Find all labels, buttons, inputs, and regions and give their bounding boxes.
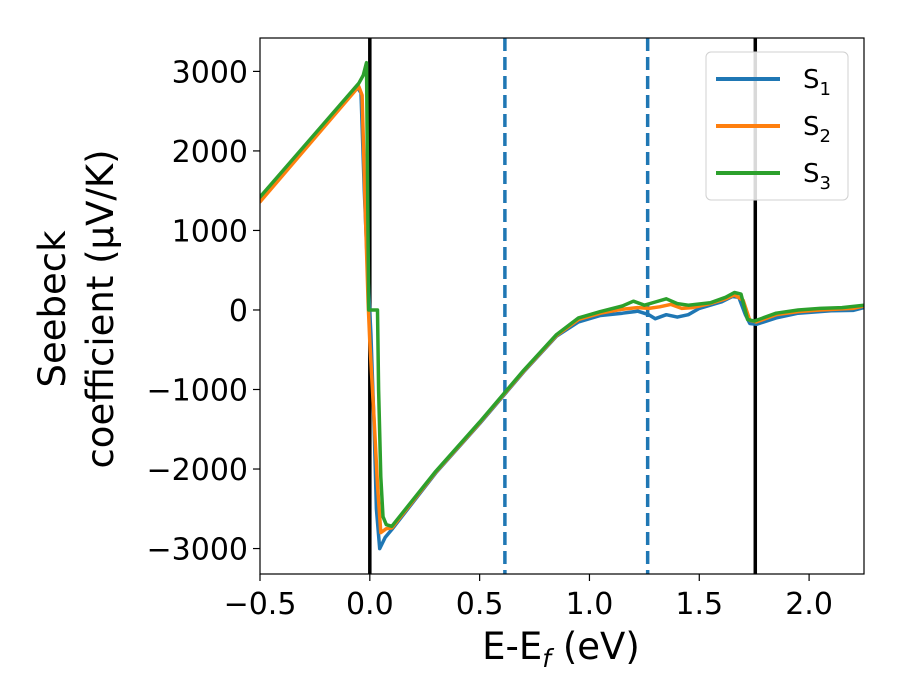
y-axis-ticks: 3000 2000 1000 0 −1000 −2000 −3000 xyxy=(147,55,260,568)
x-tick-label: 0.0 xyxy=(346,587,394,622)
legend-label-s1: S1 xyxy=(803,65,831,100)
y-axis-label-line-2: coefficient (μV/K) xyxy=(79,149,122,468)
x-tick-label: 1.0 xyxy=(566,587,614,622)
legend: S1 S2 S3 xyxy=(705,51,849,201)
y-tick-label: 3000 xyxy=(172,55,248,90)
x-tick-label: 1.5 xyxy=(675,587,723,622)
x-axis-label-main: E-E xyxy=(482,625,542,668)
x-axis-label: E-Ef (eV) xyxy=(482,625,640,673)
y-tick-label: −2000 xyxy=(147,453,248,488)
y-tick-label: 1000 xyxy=(172,214,248,249)
y-tick-label: 2000 xyxy=(172,135,248,170)
y-axis-label: Seebeck coefficient (μV/K) xyxy=(31,149,122,468)
x-axis-label-unit: (eV) xyxy=(551,625,640,668)
x-tick-label: 2.0 xyxy=(785,587,833,622)
x-tick-label: 0.5 xyxy=(456,587,504,622)
x-axis-ticks: −0.5 0.0 0.5 1.0 1.5 2.0 xyxy=(224,574,833,622)
x-tick-label: −0.5 xyxy=(224,587,297,622)
series-line-s3 xyxy=(260,60,864,529)
y-tick-label: 0 xyxy=(229,294,248,329)
y-axis-label-line-1: Seebeck xyxy=(31,230,74,388)
y-tick-label: −1000 xyxy=(147,374,248,409)
plot-frame xyxy=(259,37,865,575)
y-tick-label: −3000 xyxy=(147,533,248,568)
legend-label-s3: S3 xyxy=(803,159,831,194)
legend-label-s2: S2 xyxy=(803,112,831,147)
series-lines xyxy=(260,60,864,551)
